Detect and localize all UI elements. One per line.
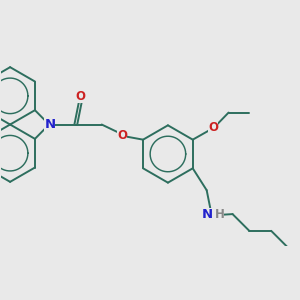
Text: O: O <box>208 121 218 134</box>
Text: H: H <box>214 208 224 221</box>
Text: O: O <box>76 90 85 103</box>
Text: N: N <box>44 118 56 131</box>
Text: O: O <box>117 129 128 142</box>
Text: N: N <box>202 208 213 221</box>
